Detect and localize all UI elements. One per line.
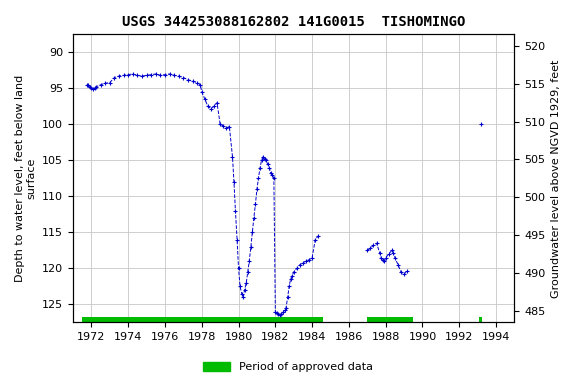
Bar bbox=[367, 317, 414, 323]
Legend: Period of approved data: Period of approved data bbox=[198, 357, 378, 377]
Bar bbox=[82, 317, 323, 323]
Bar bbox=[479, 317, 482, 323]
Y-axis label: Groundwater level above NGVD 1929, feet: Groundwater level above NGVD 1929, feet bbox=[551, 59, 561, 298]
Title: USGS 344253088162802 141G0015  TISHOMINGO: USGS 344253088162802 141G0015 TISHOMINGO bbox=[122, 15, 465, 29]
Y-axis label: Depth to water level, feet below land
surface: Depth to water level, feet below land su… bbox=[15, 75, 37, 282]
